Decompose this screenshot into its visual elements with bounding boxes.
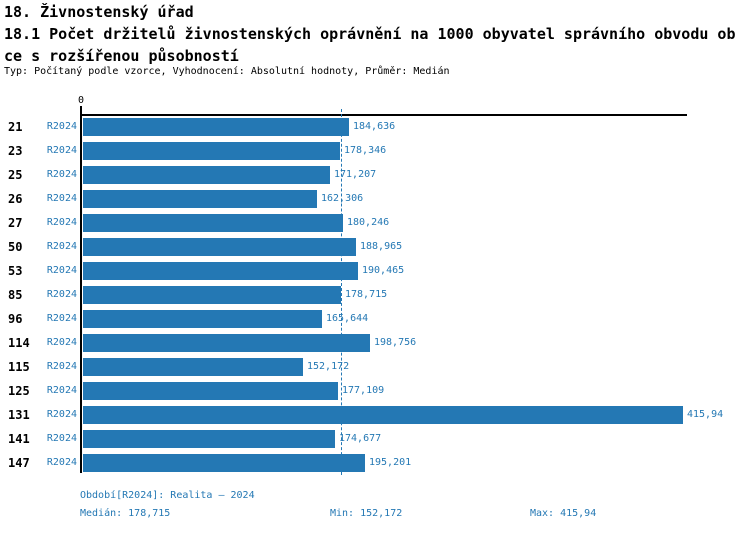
bar-row: 125 R2024 177,109 <box>0 379 750 403</box>
bar-value-label: 165,644 <box>326 313 369 324</box>
page-title: 18. Živnostenský úřad <box>4 3 194 21</box>
bar <box>83 406 683 424</box>
page-subtitle-line2: ce s rozšířenou působností <box>4 47 239 65</box>
row-period-label: R2024 <box>46 337 77 348</box>
bar-value-label: 188,965 <box>360 241 403 252</box>
bar-value-label: 162,306 <box>321 193 364 204</box>
y-axis-line <box>80 106 82 473</box>
bar <box>83 118 349 136</box>
bar-value-label: 180,246 <box>347 217 390 228</box>
x-axis-line <box>80 114 687 116</box>
row-period-label: R2024 <box>46 313 77 324</box>
row-category-label: 96 <box>8 312 23 326</box>
bar-row: 141 R2024 174,677 <box>0 427 750 451</box>
row-category-label: 26 <box>8 192 23 206</box>
bar-value-label: 195,201 <box>369 457 412 468</box>
row-category-label: 27 <box>8 216 23 230</box>
row-category-label: 131 <box>8 408 30 422</box>
bar <box>83 382 338 400</box>
bar <box>83 286 341 304</box>
bar-value-label: 190,465 <box>362 265 405 276</box>
axis-origin-label: 0 <box>78 95 85 106</box>
row-period-label: R2024 <box>46 457 77 468</box>
row-period-label: R2024 <box>46 433 77 444</box>
row-period-label: R2024 <box>46 265 77 276</box>
bar <box>83 358 303 376</box>
bar <box>83 262 358 280</box>
row-category-label: 23 <box>8 144 23 158</box>
row-category-label: 85 <box>8 288 23 302</box>
row-category-label: 25 <box>8 168 23 182</box>
bar-row: 115 R2024 152,172 <box>0 355 750 379</box>
row-period-label: R2024 <box>46 289 77 300</box>
row-category-label: 115 <box>8 360 30 374</box>
bar-row: 50 R2024 188,965 <box>0 235 750 259</box>
row-category-label: 50 <box>8 240 23 254</box>
median-line <box>341 109 342 475</box>
bar-rows: 21 R2024 184,636 23 R2024 178,346 25 R20… <box>0 115 750 475</box>
bar <box>83 430 335 448</box>
chart-meta: Typ: Počítaný podle vzorce, Vyhodnocení:… <box>4 66 450 77</box>
bar-row: 26 R2024 162,306 <box>0 187 750 211</box>
bar-row: 25 R2024 171,207 <box>0 163 750 187</box>
bar <box>83 166 330 184</box>
bar-value-label: 198,756 <box>374 337 417 348</box>
bar-value-label: 178,715 <box>345 289 388 300</box>
footer-min: Min: 152,172 <box>330 508 403 519</box>
bar-value-label: 178,346 <box>344 145 387 156</box>
bar-row: 27 R2024 180,246 <box>0 211 750 235</box>
bar-value-label: 184,636 <box>353 121 396 132</box>
row-period-label: R2024 <box>46 145 77 156</box>
bar <box>83 190 317 208</box>
page-subtitle-line1: 18.1 Počet držitelů živnostenských opráv… <box>4 25 736 43</box>
bar-value-label: 177,109 <box>342 385 385 396</box>
row-category-label: 53 <box>8 264 23 278</box>
row-period-label: R2024 <box>46 361 77 372</box>
row-period-label: R2024 <box>46 385 77 396</box>
footer-max: Max: 415,94 <box>530 508 597 519</box>
bar-value-label: 171,207 <box>334 169 377 180</box>
bar <box>83 238 356 256</box>
row-period-label: R2024 <box>46 241 77 252</box>
bar-row: 21 R2024 184,636 <box>0 115 750 139</box>
bar-row: 53 R2024 190,465 <box>0 259 750 283</box>
bar <box>83 214 343 232</box>
bar <box>83 310 322 328</box>
row-category-label: 141 <box>8 432 30 446</box>
footer-period: Období[R2024]: Realita – 2024 <box>80 490 255 501</box>
bar-value-label: 415,94 <box>687 409 724 420</box>
bar-row: 147 R2024 195,201 <box>0 451 750 475</box>
bar <box>83 142 340 160</box>
row-category-label: 147 <box>8 456 30 470</box>
row-category-label: 114 <box>8 336 30 350</box>
bar-row: 96 R2024 165,644 <box>0 307 750 331</box>
bar-row: 114 R2024 198,756 <box>0 331 750 355</box>
footer-median: Medián: 178,715 <box>80 508 171 519</box>
row-period-label: R2024 <box>46 217 77 228</box>
bar-value-label: 174,677 <box>339 433 382 444</box>
row-category-label: 21 <box>8 120 23 134</box>
bar-row: 85 R2024 178,715 <box>0 283 750 307</box>
row-category-label: 125 <box>8 384 30 398</box>
bar-row: 131 R2024 415,94 <box>0 403 750 427</box>
bar-row: 23 R2024 178,346 <box>0 139 750 163</box>
row-period-label: R2024 <box>46 409 77 420</box>
bar-value-label: 152,172 <box>307 361 350 372</box>
bar <box>83 334 370 352</box>
row-period-label: R2024 <box>46 169 77 180</box>
row-period-label: R2024 <box>46 193 77 204</box>
row-period-label: R2024 <box>46 121 77 132</box>
bar <box>83 454 365 472</box>
